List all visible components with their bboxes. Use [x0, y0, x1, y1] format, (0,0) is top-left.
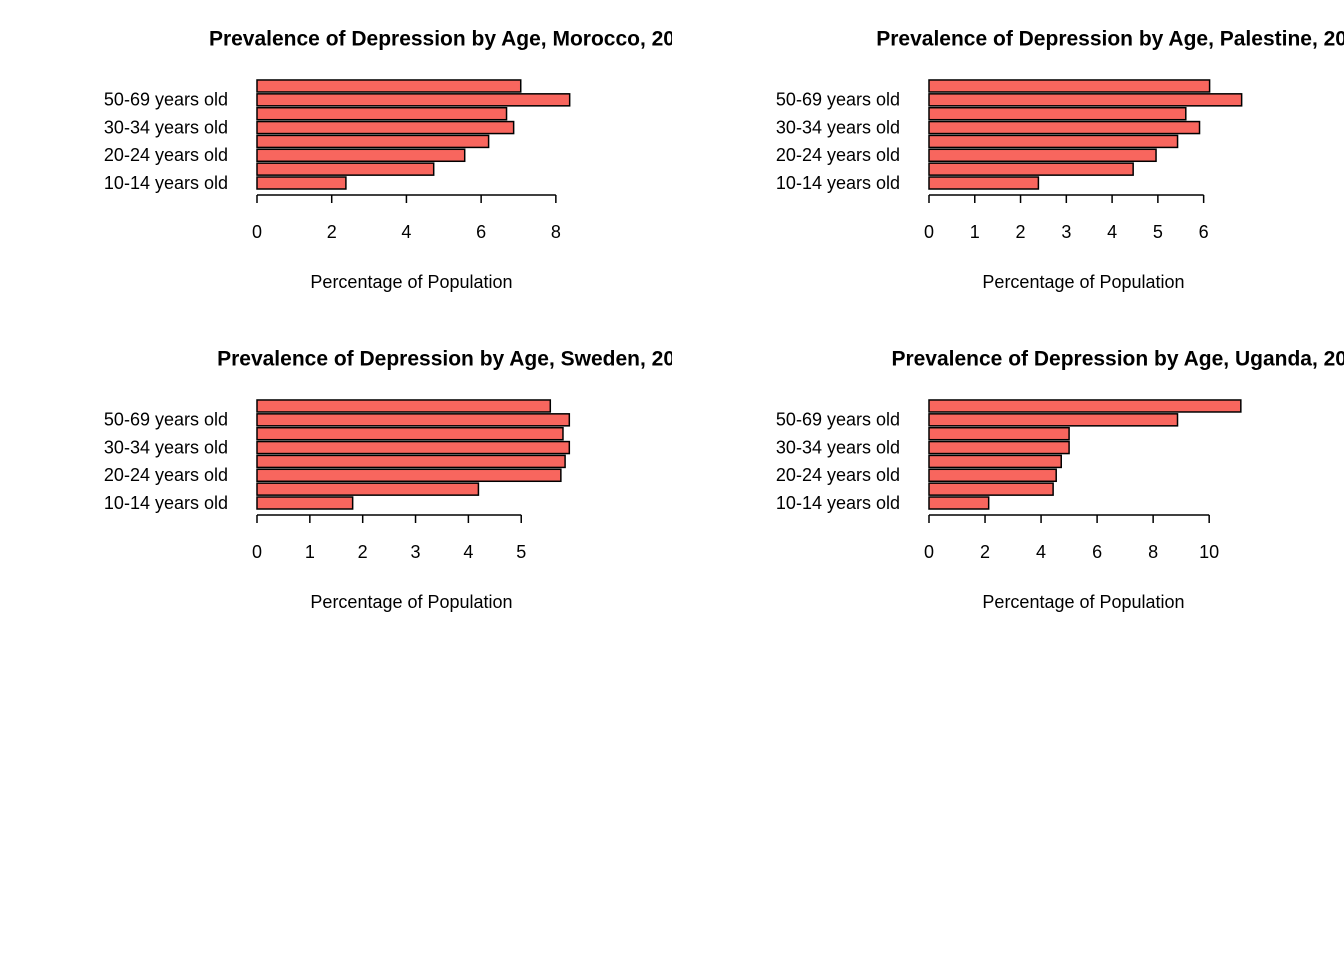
chart-title: Prevalence of Depression by Age, Uganda,… — [891, 348, 1344, 371]
y-tick-label: 10-14 years old — [776, 493, 900, 513]
x-tick-label: 1 — [970, 222, 980, 242]
y-tick-label: 50-69 years old — [776, 90, 900, 110]
x-tick-label: 8 — [1148, 542, 1158, 562]
x-axis-label: Percentage of Population — [310, 272, 512, 292]
y-tick-label: 30-34 years old — [104, 117, 228, 137]
x-tick-label: 2 — [980, 542, 990, 562]
x-tick-label: 5 — [1153, 222, 1163, 242]
panel: Prevalence of Depression by Age, Uganda,… — [776, 348, 1344, 612]
bar — [928, 148, 1157, 163]
x-axis-label: Percentage of Population — [310, 592, 512, 612]
x-tick-label: 3 — [1061, 222, 1071, 242]
x-tick-label: 1 — [305, 542, 315, 562]
x-tick-label: 4 — [1107, 222, 1117, 242]
x-tick-label: 0 — [924, 222, 934, 242]
bar — [256, 162, 435, 176]
x-tick-label: 2 — [1016, 222, 1026, 242]
y-tick-label: 20-24 years old — [776, 145, 900, 165]
y-tick-label: 50-69 years old — [104, 90, 228, 110]
bar — [928, 120, 1201, 135]
bar — [256, 496, 354, 510]
bar — [928, 468, 1057, 483]
y-tick-label: 30-34 years old — [776, 117, 900, 137]
x-tick-label: 4 — [1036, 542, 1046, 562]
bar — [928, 106, 1187, 121]
bar — [928, 426, 1070, 441]
bar — [256, 106, 508, 121]
bar — [928, 454, 1062, 469]
x-tick-label: 6 — [1092, 542, 1102, 562]
bar — [928, 176, 1040, 190]
y-tick-label: 30-34 years old — [104, 437, 228, 457]
y-tick-label: 50-69 years old — [776, 410, 900, 430]
bar — [256, 399, 552, 413]
x-tick-label: 8 — [551, 222, 561, 242]
x-tick-label: 6 — [476, 222, 486, 242]
bar — [256, 413, 571, 427]
x-tick-label: 0 — [252, 542, 262, 562]
y-tick-label: 20-24 years old — [104, 145, 228, 165]
panel: Prevalence of Depression by Age, Sweden,… — [104, 348, 675, 612]
bar — [256, 426, 564, 441]
x-tick-label: 6 — [1199, 222, 1209, 242]
bar — [256, 79, 522, 93]
x-tick-label: 4 — [401, 222, 411, 242]
x-tick-label: 5 — [516, 542, 526, 562]
bar — [256, 93, 571, 107]
bar — [256, 454, 566, 469]
bar — [256, 440, 571, 455]
bar — [928, 413, 1179, 427]
chart-title: Prevalence of Depression by Age, Morocco… — [209, 28, 675, 51]
bar — [256, 176, 347, 190]
y-tick-label: 30-34 years old — [776, 437, 900, 457]
x-axis-label: Percentage of Population — [982, 272, 1184, 292]
x-tick-label: 4 — [463, 542, 473, 562]
bar — [928, 440, 1070, 455]
panel: Prevalence of Depression by Age, Palesti… — [776, 28, 1344, 292]
y-tick-label: 10-14 years old — [104, 493, 228, 513]
x-tick-label: 10 — [1199, 542, 1219, 562]
bar — [928, 399, 1242, 413]
bar — [256, 148, 466, 163]
y-tick-label: 20-24 years old — [104, 465, 228, 485]
bar — [256, 468, 562, 483]
x-axis-label: Percentage of Population — [982, 592, 1184, 612]
chart-title: Prevalence of Depression by Age, Palesti… — [876, 28, 1344, 51]
bar — [928, 79, 1211, 93]
y-tick-label: 10-14 years old — [104, 173, 228, 193]
bar — [256, 134, 490, 149]
chart-title: Prevalence of Depression by Age, Sweden,… — [217, 348, 675, 371]
x-tick-label: 0 — [924, 542, 934, 562]
bar — [256, 482, 480, 496]
y-tick-label: 20-24 years old — [776, 465, 900, 485]
x-tick-label: 3 — [411, 542, 421, 562]
panel: Prevalence of Depression by Age, Morocco… — [104, 28, 675, 292]
bar — [928, 496, 990, 510]
bar — [928, 482, 1054, 496]
x-tick-label: 0 — [252, 222, 262, 242]
bar — [256, 120, 515, 135]
bar — [928, 134, 1179, 149]
y-tick-label: 10-14 years old — [776, 173, 900, 193]
bar — [928, 93, 1243, 107]
y-tick-label: 50-69 years old — [104, 410, 228, 430]
x-tick-label: 2 — [327, 222, 337, 242]
bar — [928, 162, 1134, 176]
x-tick-label: 2 — [358, 542, 368, 562]
